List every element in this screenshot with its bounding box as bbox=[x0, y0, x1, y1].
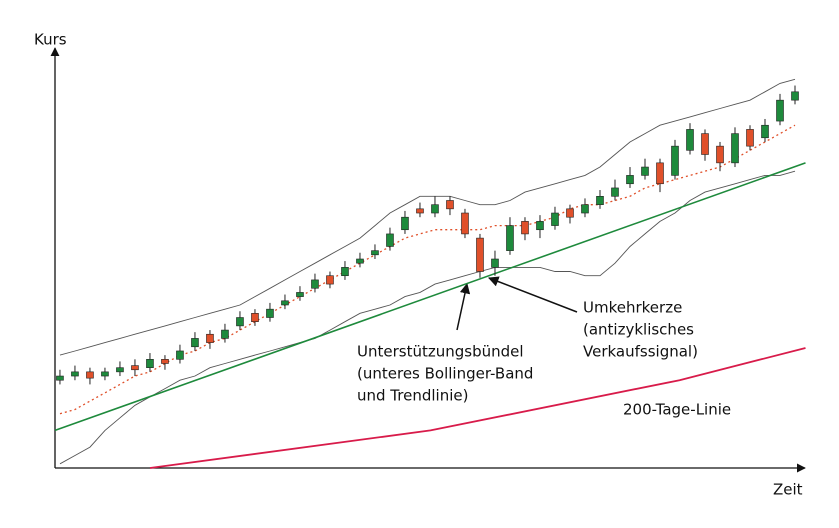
candle-body bbox=[341, 267, 349, 277]
candle-body bbox=[566, 208, 574, 218]
candle-body bbox=[236, 317, 244, 327]
candle-body bbox=[116, 367, 124, 373]
annotation-text: (antizyklisches bbox=[583, 321, 694, 339]
candle-body bbox=[356, 258, 364, 264]
candle-body bbox=[656, 162, 664, 185]
candle-body bbox=[491, 258, 499, 268]
candle-body bbox=[551, 212, 559, 226]
annotation-arrow bbox=[456, 282, 471, 331]
annotation-text: Umkehrkerze bbox=[583, 299, 682, 317]
candle-body bbox=[716, 145, 724, 164]
candle-body bbox=[191, 338, 199, 348]
annotation-text: Verkaufssignal) bbox=[583, 343, 698, 361]
candle-body bbox=[221, 329, 229, 339]
candle-body bbox=[71, 371, 79, 377]
candle-body bbox=[701, 133, 709, 155]
candle-body bbox=[596, 196, 604, 205]
candle-body bbox=[746, 129, 754, 147]
candle-body bbox=[326, 275, 334, 285]
candle-body bbox=[296, 292, 304, 297]
candle-body bbox=[101, 371, 109, 377]
x-axis-label: Zeit bbox=[773, 481, 803, 499]
annotation-text: (unteres Bollinger-Band bbox=[357, 365, 533, 383]
candle-body bbox=[446, 200, 454, 210]
candle-body bbox=[86, 371, 94, 379]
candle-body bbox=[791, 91, 799, 101]
candle-body bbox=[686, 129, 694, 151]
candle-body bbox=[731, 133, 739, 164]
candle-body bbox=[146, 359, 154, 368]
candle-body bbox=[311, 279, 319, 289]
candle-body bbox=[476, 237, 484, 272]
candle-body bbox=[641, 166, 649, 176]
candle-body bbox=[176, 350, 184, 360]
candle-body bbox=[161, 359, 169, 364]
candle-body bbox=[416, 208, 424, 214]
annotation-text: Unterstützungsbündel bbox=[357, 343, 524, 361]
candle-body bbox=[131, 365, 139, 371]
annotation-text: und Trendlinie) bbox=[357, 387, 468, 405]
candle-body bbox=[581, 204, 589, 214]
candle-body bbox=[671, 145, 679, 176]
upper-bollinger-band bbox=[59, 78, 796, 356]
lower-bollinger-band bbox=[59, 170, 796, 465]
candle-body bbox=[506, 225, 514, 251]
candle-body bbox=[371, 250, 379, 256]
candle-body bbox=[56, 375, 64, 381]
candle-body bbox=[536, 221, 544, 231]
annotation-arrow bbox=[488, 276, 578, 313]
candle-body bbox=[401, 216, 409, 231]
candle-body bbox=[431, 204, 439, 214]
y-axis-label: Kurs bbox=[34, 31, 67, 49]
candle-body bbox=[386, 233, 394, 247]
candle-body bbox=[206, 333, 214, 343]
line-200-label: 200-Tage-Linie bbox=[623, 401, 731, 419]
candle-body bbox=[251, 313, 259, 322]
trendline bbox=[54, 162, 806, 432]
candle-body bbox=[761, 124, 769, 139]
candle-body bbox=[266, 308, 274, 318]
candle-body bbox=[281, 300, 289, 306]
candle-body bbox=[461, 212, 469, 235]
line-200 bbox=[149, 347, 806, 469]
candle-body bbox=[521, 221, 529, 235]
candle-body bbox=[776, 99, 784, 122]
candle-body bbox=[626, 175, 634, 185]
candle-body bbox=[611, 187, 619, 197]
